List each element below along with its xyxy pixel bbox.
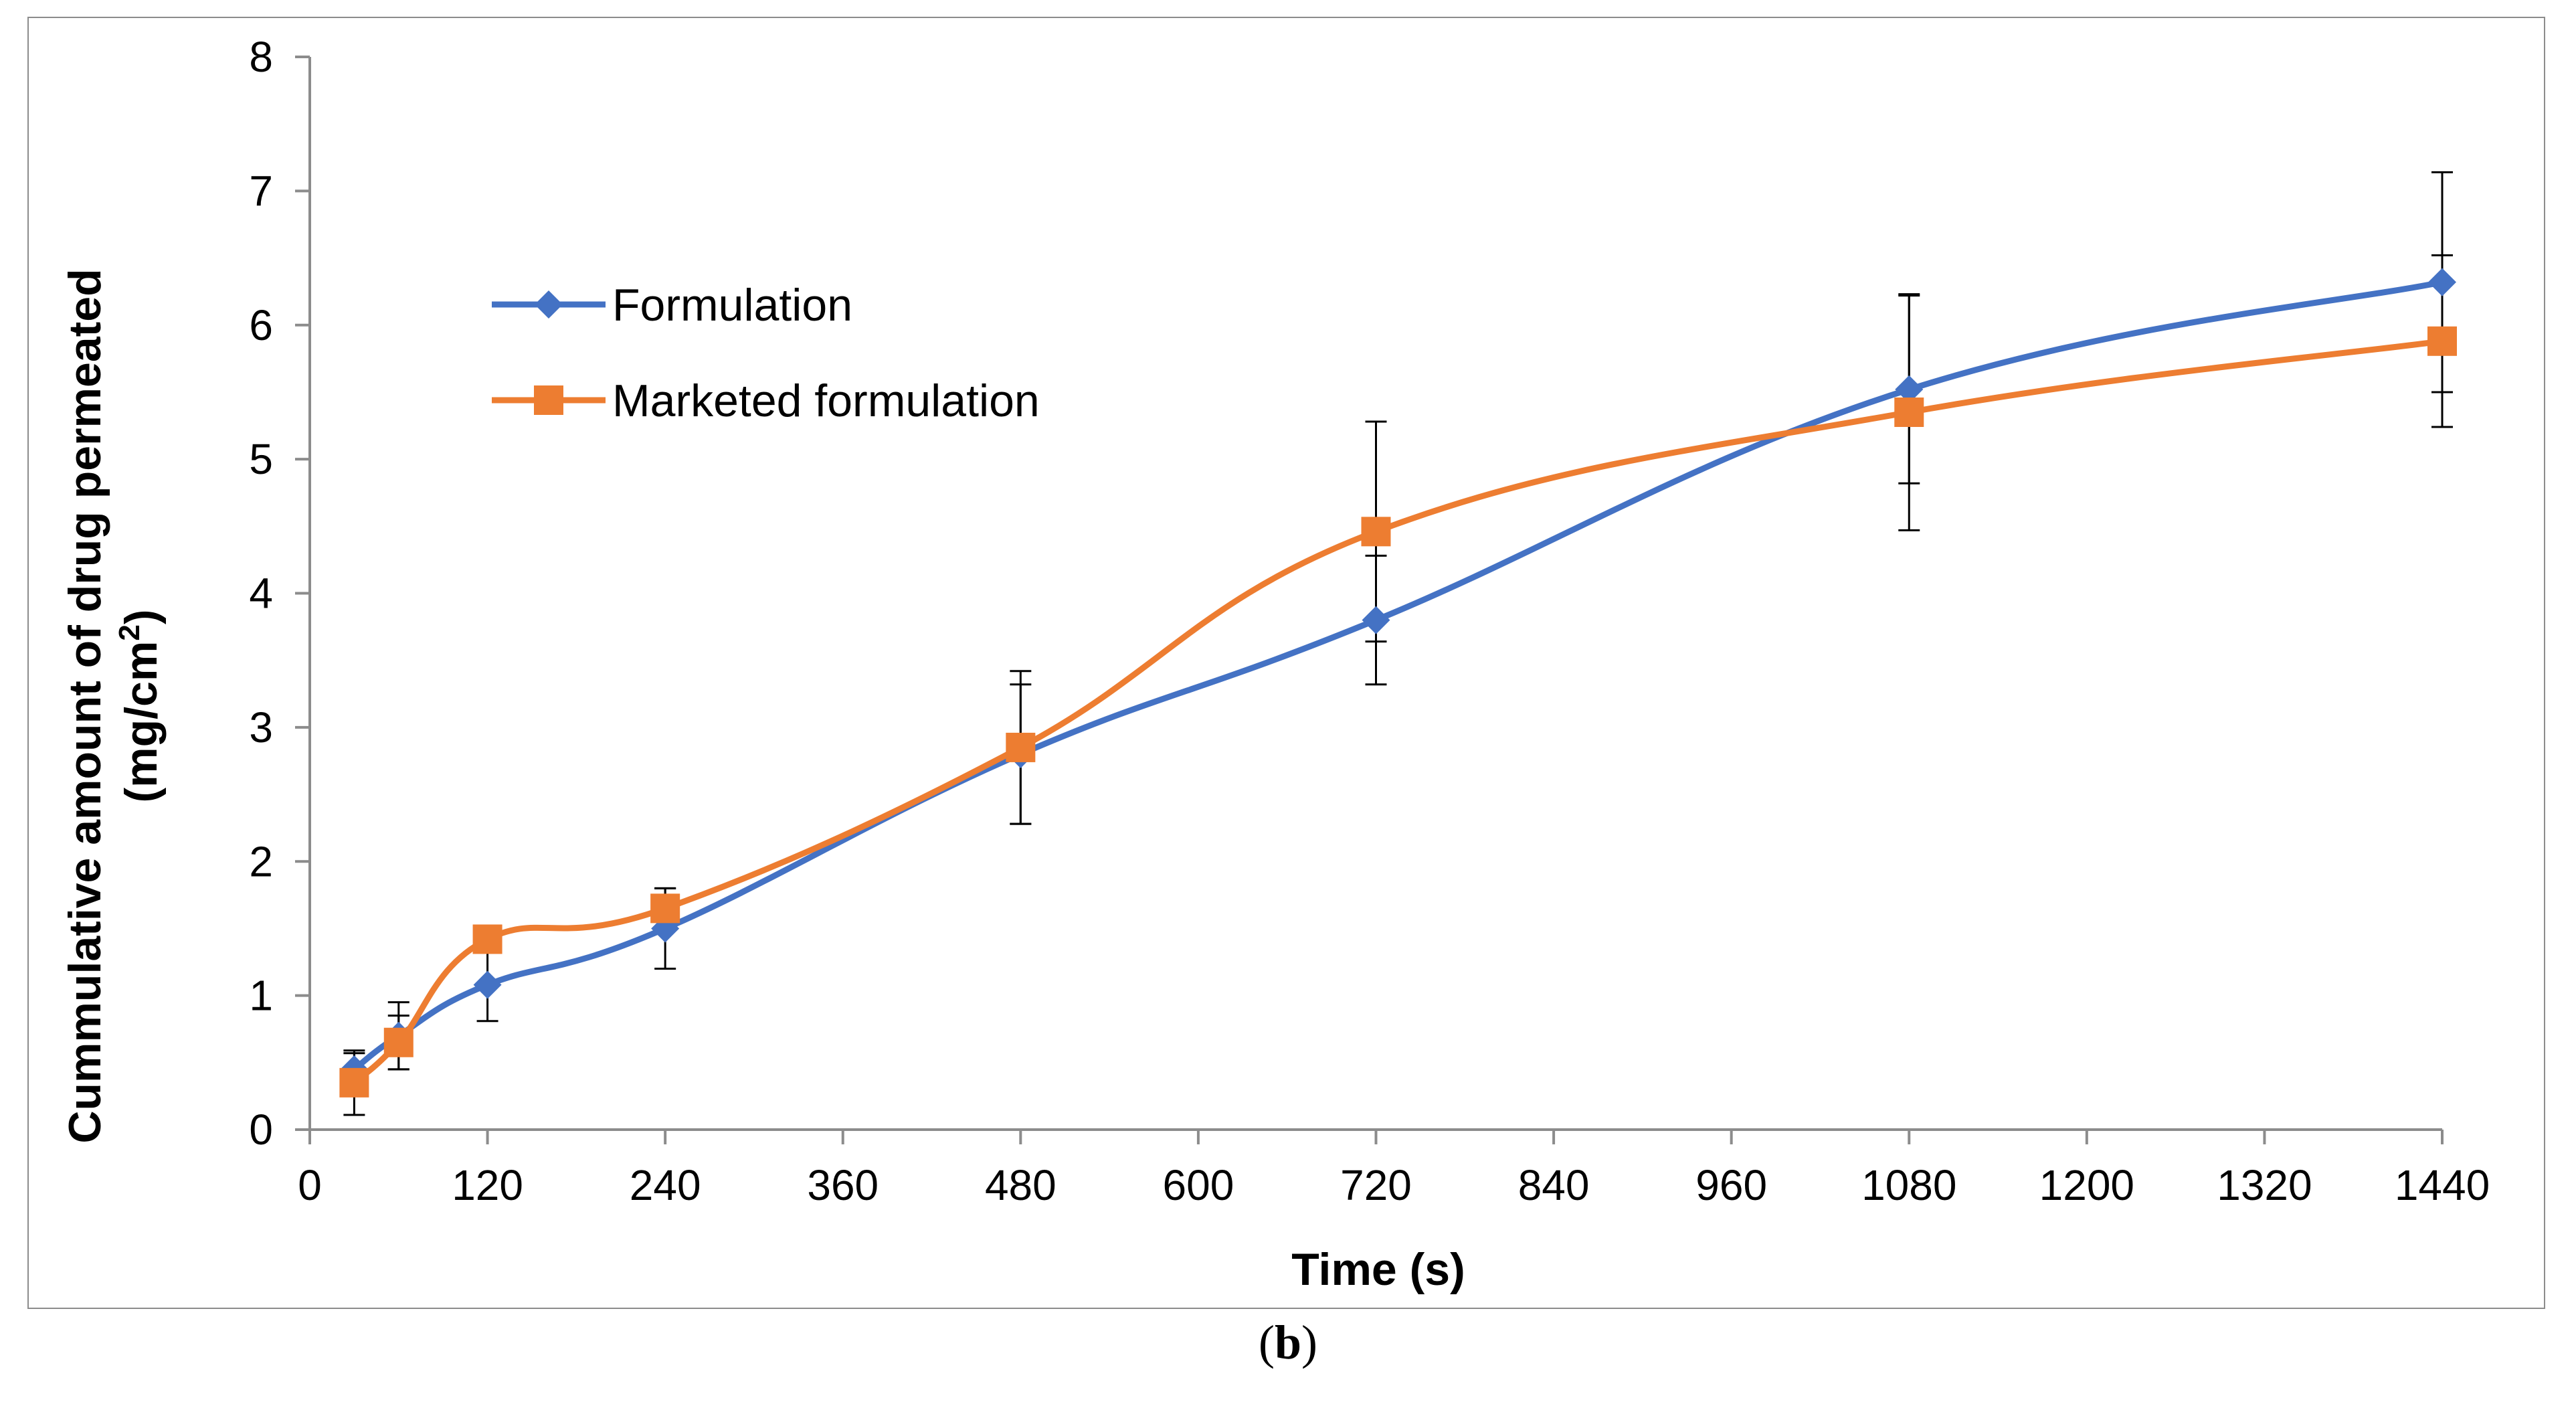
formulation-point (1895, 375, 1924, 404)
marketed-formulation-point (2427, 326, 2457, 356)
formulation-point (473, 970, 502, 999)
legend-label: Marketed formulation (612, 375, 1040, 426)
marker-layer (339, 268, 2457, 1098)
x-tick-label: 1320 (2217, 1161, 2312, 1209)
x-ticks: 0 120 240 360 480 600 720 840 960 1080 1200 1320 144… (298, 1130, 2490, 1209)
marketed-formulation-point (1361, 517, 1391, 547)
x-tick-label: 120 (452, 1161, 523, 1209)
y-ticks: 0 1 2 3 4 5 6 7 8 (249, 33, 310, 1154)
axes: 0 1 2 3 4 5 6 7 8 0 120 240 360 480 600 720 840 960 1080 1… (249, 33, 2490, 1209)
marketed-formulation-series-line (351, 338, 2446, 1086)
x-tick-label: 840 (1518, 1161, 1590, 1209)
y-axis-title-superscript: 2 (113, 624, 146, 640)
marketed-formulation-point (650, 893, 680, 924)
legend-swatch-marker (535, 290, 563, 319)
y-tick-label: 0 (249, 1106, 273, 1154)
x-tick-label: 960 (1695, 1161, 1767, 1209)
y-tick-label: 3 (249, 703, 273, 752)
legend-label: Formulation (612, 280, 852, 331)
legend-swatch-marker (534, 385, 563, 415)
x-tick-label: 600 (1163, 1161, 1234, 1209)
y-tick-label: 8 (249, 33, 273, 81)
y-axis-title-unit: (mg/cm (116, 641, 167, 803)
y-tick-label: 1 (249, 972, 273, 1020)
y-tick-label: 6 (249, 301, 273, 349)
chart-frame (27, 17, 2545, 1309)
y-tick-label: 5 (249, 435, 273, 483)
caption-letter: b (1274, 1316, 1302, 1369)
marketed-formulation-point (472, 924, 502, 954)
x-axis-title: Time (s) (1291, 1244, 1465, 1295)
y-tick-label: 7 (249, 167, 273, 215)
x-tick-label: 1080 (1861, 1161, 1956, 1209)
y-axis-title-close: ) (116, 610, 167, 625)
y-axis-title: Cummulative amount of drug permeated (mg… (60, 268, 167, 1143)
marketed-formulation-point (383, 1027, 413, 1057)
marketed-formulation-point (1006, 732, 1036, 762)
legend-item-marketed-formulation: Marketed formulation (492, 375, 1040, 426)
marketed-formulation-point (1894, 397, 1924, 427)
x-tick-label: 480 (985, 1161, 1056, 1209)
legend-item-formulation: Formulation (492, 280, 852, 331)
x-tick-label: 360 (807, 1161, 879, 1209)
x-tick-label: 1440 (2395, 1161, 2490, 1209)
x-tick-label: 1200 (2039, 1161, 2134, 1209)
marketed-formulation-point (339, 1067, 369, 1098)
y-tick-label: 4 (249, 569, 273, 618)
formulation-point (1362, 606, 1390, 634)
x-tick-label: 0 (298, 1161, 322, 1209)
x-tick-label: 240 (630, 1161, 701, 1209)
y-axis-title-line1: Cummulative amount of drug permeated (60, 268, 110, 1143)
figure-caption: (b) (1258, 1316, 1317, 1369)
formulation-point (2428, 268, 2456, 296)
x-tick-label: 720 (1340, 1161, 1412, 1209)
y-tick-label: 2 (249, 837, 273, 885)
errorbar-layer (343, 171, 2453, 1116)
y-axis-title-line2: (mg/cm2) (113, 610, 167, 803)
legend: Formulation Marketed formulation (492, 280, 1040, 426)
